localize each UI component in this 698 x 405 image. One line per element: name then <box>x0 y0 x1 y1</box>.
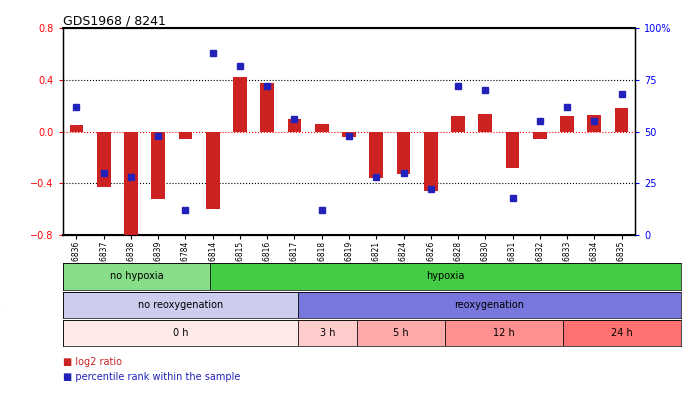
Text: GDS1968 / 8241: GDS1968 / 8241 <box>63 14 165 27</box>
Bar <box>179 132 192 139</box>
Text: ■ percentile rank within the sample: ■ percentile rank within the sample <box>63 372 240 382</box>
Bar <box>97 132 110 187</box>
Bar <box>63 292 298 318</box>
Bar <box>298 292 681 318</box>
Bar <box>342 132 356 137</box>
Bar <box>63 263 210 290</box>
Text: 12 h: 12 h <box>493 328 515 338</box>
Bar <box>396 132 410 174</box>
Bar <box>124 132 138 241</box>
Bar <box>506 132 519 168</box>
Bar <box>233 77 247 132</box>
Bar <box>560 116 574 132</box>
Bar <box>533 132 547 139</box>
Text: no reoxygenation: no reoxygenation <box>138 300 223 310</box>
Text: ■ log2 ratio: ■ log2 ratio <box>63 358 122 367</box>
Text: reoxygenation: reoxygenation <box>454 300 524 310</box>
Bar <box>588 115 601 132</box>
Bar <box>63 320 298 346</box>
Bar <box>260 83 274 132</box>
Text: 5 h: 5 h <box>393 328 409 338</box>
Bar <box>563 320 681 346</box>
Bar <box>369 132 383 178</box>
Bar <box>151 132 165 199</box>
Text: no hypoxia: no hypoxia <box>110 271 163 281</box>
Text: 0 h: 0 h <box>172 328 188 338</box>
Bar <box>357 320 445 346</box>
Bar <box>451 116 465 132</box>
Bar <box>288 119 302 132</box>
Bar <box>445 320 563 346</box>
Text: hypoxia: hypoxia <box>426 271 464 281</box>
Bar <box>70 125 83 132</box>
Bar <box>615 109 628 132</box>
Text: 24 h: 24 h <box>611 328 632 338</box>
Bar <box>210 263 681 290</box>
Bar <box>315 124 329 132</box>
Text: 3 h: 3 h <box>320 328 335 338</box>
Bar <box>478 113 492 132</box>
Bar <box>424 132 438 191</box>
Bar <box>206 132 220 209</box>
Bar <box>298 320 357 346</box>
